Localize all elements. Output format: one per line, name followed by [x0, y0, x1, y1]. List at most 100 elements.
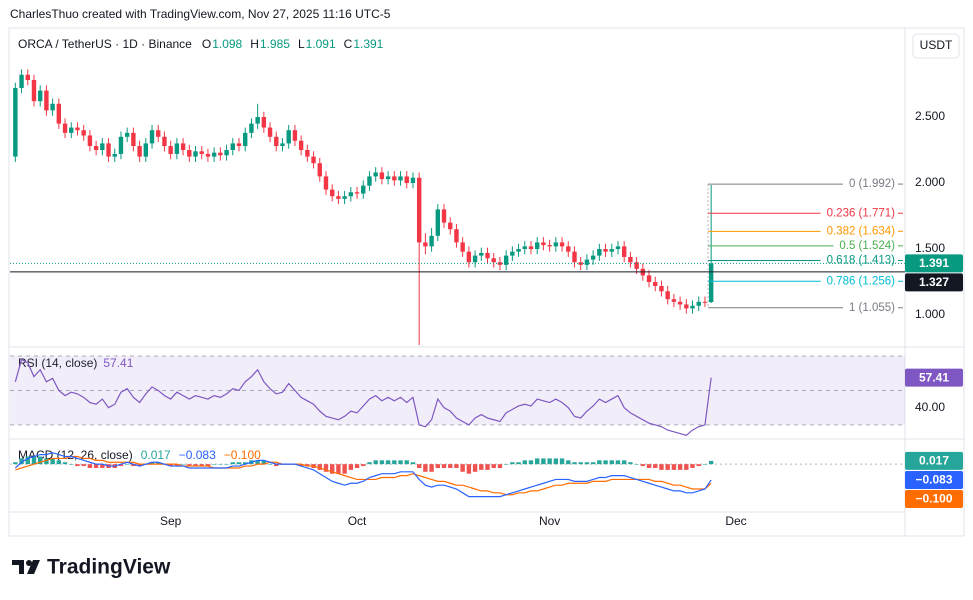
candle-body [31, 80, 37, 102]
macd-histogram-bar [553, 458, 559, 465]
candle-body [566, 246, 571, 252]
macd-histogram-bar [367, 462, 372, 465]
rsi-title: RSI (14, close) [18, 356, 97, 370]
candle-body [336, 196, 341, 199]
macd-histogram-bar [410, 462, 416, 465]
candle-body [323, 176, 329, 190]
macd-histogram-bar [50, 458, 55, 465]
brand-logo [12, 560, 40, 574]
legend-title: ORCA / TetherUS · 1D · Binance [18, 37, 192, 51]
macd-histogram-bar [379, 460, 385, 465]
macd-histogram-bar [423, 464, 428, 472]
currency-button[interactable] [912, 33, 960, 59]
legend-ohlc-value: 1.091 [306, 37, 336, 51]
candle-body [75, 127, 80, 131]
brand-name: TradingView [47, 556, 171, 579]
macd-histogram-bar [528, 460, 534, 465]
macd-histogram-bar [31, 456, 37, 465]
macd-histogram-bar [69, 464, 74, 465]
macd-histogram-bar [671, 464, 677, 470]
candle-body [392, 176, 397, 181]
candle-body [13, 87, 18, 157]
macd-histogram-bar [205, 464, 211, 467]
macd-histogram-bar [541, 458, 546, 465]
candle-body [404, 176, 409, 184]
macd-histogram-bar [696, 464, 701, 467]
macd-histogram-bar [640, 464, 646, 467]
candle-body [286, 130, 291, 144]
fib-label: 1 (1.055) [849, 302, 895, 314]
macd-histogram-bar [392, 460, 397, 465]
candle-body [44, 90, 49, 111]
candle-body [559, 242, 565, 247]
candle-body [149, 130, 155, 144]
pane-layer [10, 452, 905, 498]
candle-body [180, 143, 186, 151]
macd-histogram-bar [25, 456, 30, 465]
candle-body [553, 242, 559, 247]
candle-body [174, 143, 180, 154]
candle-body [609, 249, 614, 252]
x-tick-label: Sep [160, 514, 182, 528]
candle-body [603, 249, 608, 252]
candle-body [236, 143, 242, 147]
macd-histogram-bar [535, 458, 540, 465]
candle-body [37, 90, 43, 102]
candle-body [367, 176, 372, 186]
macd-histogram-bar [578, 462, 583, 465]
macd-histogram-bar [429, 464, 434, 472]
currency-button-label[interactable]: USDT [920, 38, 953, 52]
candle-body [205, 153, 211, 157]
candle-body [454, 229, 459, 243]
candle-body [106, 143, 111, 157]
candle-body [298, 140, 304, 151]
candle-body [187, 150, 192, 157]
macd-histogram-bar [615, 460, 621, 465]
macd-histogram-bar [634, 464, 639, 465]
candle-body [329, 189, 335, 197]
macd-histogram-bar [348, 464, 354, 470]
macd-histogram-bar [572, 462, 577, 465]
macd-histogram-bar [187, 464, 192, 467]
macd-histogram-bar [373, 460, 378, 465]
candle-body [653, 282, 658, 286]
legend-ohlc-label: C [344, 37, 353, 51]
x-tick-label: Nov [539, 514, 560, 528]
candle-body [311, 156, 316, 164]
macd-histogram-bar [485, 464, 490, 470]
candle-body [696, 301, 701, 306]
candle-body [354, 192, 360, 194]
candle-body [261, 117, 267, 128]
candle-body [19, 74, 24, 88]
price-badge-label: 1.391 [919, 256, 949, 270]
fib-label: 0.618 (1.413) [827, 255, 896, 267]
macd-histogram-bar [255, 460, 260, 465]
price-badge [905, 273, 963, 292]
y-tick-label: 1.000 [915, 307, 945, 321]
macd-histogram-bar [13, 462, 18, 465]
y-tick-label: 1.500 [915, 241, 945, 255]
price-badge-label: 0.017 [919, 454, 949, 468]
candle-body [615, 246, 621, 250]
fib-label: 0.786 (1.256) [827, 275, 896, 287]
candle-body [621, 246, 627, 257]
candle-body [243, 132, 248, 147]
macd-histogram-bar [466, 464, 472, 474]
macd-histogram-bar [603, 460, 608, 465]
candle-body [628, 256, 633, 263]
candle-body [702, 301, 708, 303]
candle-body [211, 152, 217, 157]
macd-histogram-bar [37, 456, 43, 465]
rsi-legend-value: 57.41 [103, 356, 133, 370]
candle-body [634, 262, 639, 269]
macd-histogram-bar [472, 464, 478, 472]
candle-body [584, 259, 590, 265]
candle-body [503, 255, 509, 265]
macd-histogram-bar [236, 462, 242, 465]
macd-histogram-bar [677, 464, 683, 470]
macd-histogram-bar [100, 464, 105, 468]
macd-histogram-bar [211, 464, 217, 465]
macd-histogram-bar [317, 464, 322, 470]
